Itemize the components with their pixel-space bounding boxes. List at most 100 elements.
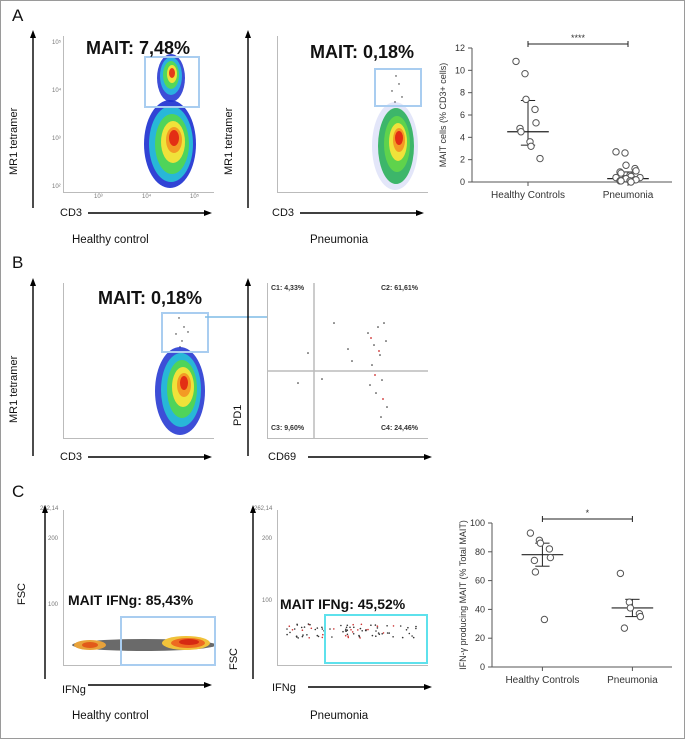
data-point xyxy=(617,177,625,185)
gate-label: MAIT: 7,48% xyxy=(86,38,191,58)
data-point xyxy=(546,553,555,562)
plot-area: MAIT IFNg: 45,52% 262,14 200 100 xyxy=(254,506,428,666)
panel-letter-c: C xyxy=(12,482,25,501)
y-axis-title: MAIT cells (% CD3+ cells) xyxy=(438,63,448,168)
significance-label: **** xyxy=(571,33,586,43)
event-dot xyxy=(375,635,377,637)
event-dot xyxy=(350,629,352,631)
quadrant-scatter xyxy=(268,283,428,438)
plot-caption: Healthy control xyxy=(72,234,149,246)
event-dot xyxy=(301,635,304,638)
event-dot xyxy=(303,626,306,628)
ifng-gate xyxy=(120,616,216,666)
event-dot xyxy=(322,633,324,636)
event-dot xyxy=(401,636,404,639)
data-point xyxy=(536,539,545,547)
event-dot xyxy=(352,623,354,626)
event-dot xyxy=(300,626,303,629)
event-dot xyxy=(331,636,333,638)
event-dot xyxy=(321,636,324,639)
x-tick-label: Healthy Controls xyxy=(491,190,565,201)
y-axis-label: FSC xyxy=(228,648,240,670)
x-axis-arrow xyxy=(88,210,212,216)
chart-mait-frequency: 0 2 4 6 8 10 12 Healthy Controls Pneumonia MAIT c… xyxy=(420,30,680,230)
x-axis-arrow xyxy=(308,684,432,690)
chart-svg: 0 20 40 60 80 100 Healthy Controls Pneumonia IFN… xyxy=(458,508,672,686)
plot-area: MAIT: 0,18% xyxy=(63,283,214,439)
y-tick-label: 6 xyxy=(460,110,465,120)
mait-gate xyxy=(161,312,209,353)
event-dot xyxy=(308,637,310,639)
y-tick: 200 xyxy=(262,536,273,542)
data-point xyxy=(622,161,630,169)
plot-area: MAIT IFNg: 85,43% 262,14 200 100 xyxy=(40,506,216,666)
gate-label: MAIT: 0,18% xyxy=(310,42,415,62)
event-dot xyxy=(347,636,350,639)
y-tick-label: 12 xyxy=(455,43,465,53)
data-point xyxy=(527,142,535,150)
y-tick-label: 10 xyxy=(455,65,465,75)
y-tick-label: 40 xyxy=(475,604,485,614)
event-dot xyxy=(386,632,389,634)
event-dot xyxy=(286,628,288,630)
event-dot xyxy=(370,624,372,626)
event-dot xyxy=(367,628,369,631)
event-dot xyxy=(297,637,299,639)
plot-area: MAIT: 7,48% 10² 10³ 10⁴ 10⁵ 10³ 10⁴ 10⁵ xyxy=(52,36,214,200)
event-dot xyxy=(405,629,408,631)
data-point xyxy=(636,612,645,621)
event-dot xyxy=(316,634,319,637)
data-point xyxy=(627,178,635,186)
event-dot xyxy=(357,629,359,631)
event-dot xyxy=(388,632,390,634)
density-scatter xyxy=(155,317,205,435)
event-dot xyxy=(377,632,380,634)
event-dot xyxy=(321,626,323,629)
x-tick-label: Pneumonia xyxy=(603,190,654,201)
event-dot xyxy=(382,632,385,634)
x-axis-label: CD3 xyxy=(60,207,83,219)
event-dot xyxy=(386,625,388,627)
y-tick-label: 20 xyxy=(475,633,485,643)
x-tick: 10⁴ xyxy=(142,194,152,200)
data-point xyxy=(531,105,539,114)
chart-svg: 0 2 4 6 8 10 12 Healthy Controls Pneumonia MAIT c… xyxy=(438,33,672,201)
data-point xyxy=(517,128,525,136)
event-dot xyxy=(415,627,417,630)
x-tick: 10³ xyxy=(94,194,103,200)
event-dot xyxy=(291,629,294,631)
data-point xyxy=(530,556,539,565)
event-dot xyxy=(360,623,363,626)
y-axis-title: IFN-γ producing MAIT (% Total MAIT) xyxy=(458,520,468,670)
y-tick: 262,14 xyxy=(254,506,273,512)
event-dot xyxy=(306,634,308,636)
x-tick-label: Healthy Controls xyxy=(505,675,579,686)
gate-label: MAIT IFNg: 85,43% xyxy=(68,592,194,608)
y-axis-arrow xyxy=(245,30,251,208)
y-tick: 10⁴ xyxy=(52,88,62,94)
plot-caption: Healthy control xyxy=(72,710,149,722)
event-dot xyxy=(314,628,317,631)
event-dot xyxy=(375,630,377,632)
plot-caption: Pneumonia xyxy=(310,234,369,246)
event-dot xyxy=(344,630,347,632)
event-dot xyxy=(358,635,361,638)
y-tick-label: 8 xyxy=(460,88,465,98)
quadrant-c4-label: C4: 24,46% xyxy=(381,425,418,432)
plot-caption: Pneumonia xyxy=(310,710,369,722)
event-dot xyxy=(344,634,347,637)
quadrant-c2-label: C2: 61,61% xyxy=(381,285,418,292)
event-dot xyxy=(301,629,304,631)
x-axis-arrow xyxy=(88,682,212,688)
event-dot xyxy=(381,633,383,635)
x-tick-label: Pneumonia xyxy=(607,675,658,686)
data-point xyxy=(522,95,530,104)
y-axis-arrow xyxy=(30,278,36,456)
x-axis-label: CD69 xyxy=(268,451,297,463)
event-dot xyxy=(347,635,349,637)
y-tick-label: 0 xyxy=(460,177,465,187)
data-point xyxy=(626,604,635,612)
event-dot xyxy=(286,633,288,636)
density-scatter xyxy=(72,636,216,651)
event-dot xyxy=(289,631,291,634)
